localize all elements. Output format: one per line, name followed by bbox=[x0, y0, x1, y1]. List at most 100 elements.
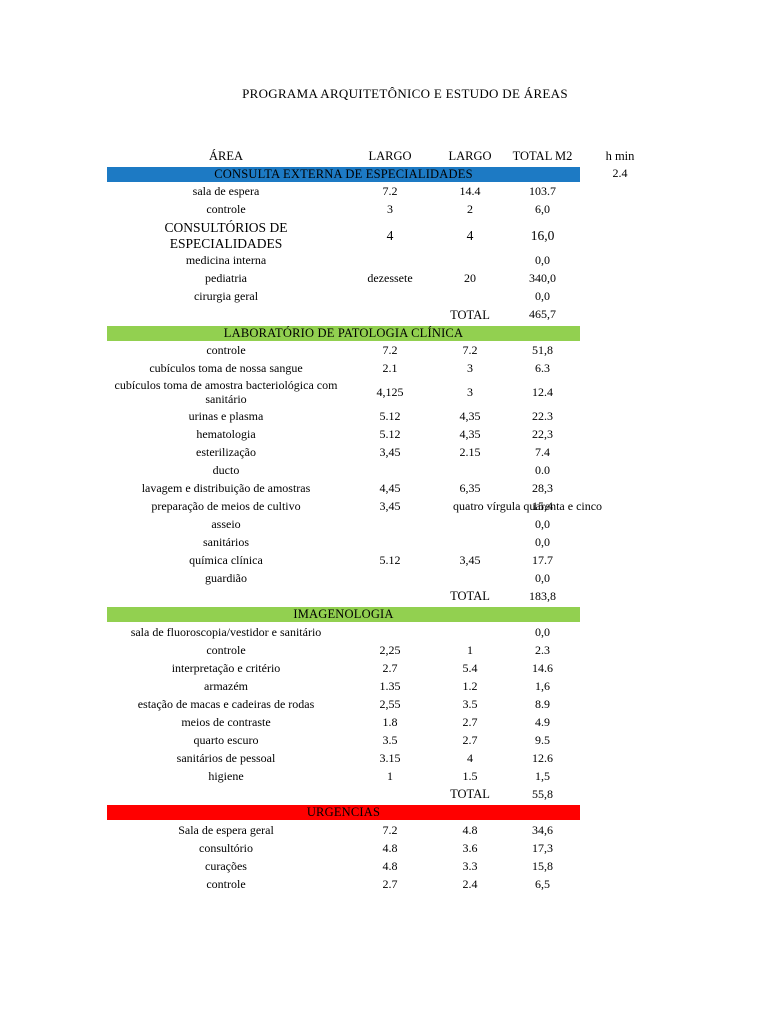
column-header-total-m2: TOTAL M2 bbox=[512, 148, 573, 163]
row-h-min-cell bbox=[580, 462, 660, 480]
row-h-min-cell bbox=[580, 750, 660, 768]
row-largo2-value bbox=[435, 462, 505, 480]
row-area-label: ducto bbox=[212, 462, 240, 477]
row-area-label: armazém bbox=[204, 678, 248, 693]
section-h-min-value: 2.4 bbox=[612, 166, 628, 181]
row-largo1-value: dezessete bbox=[367, 271, 413, 286]
row-total-m2-value: 0,0 bbox=[535, 570, 550, 585]
row-largo2-value: 4.8 bbox=[462, 822, 478, 837]
row-total-m2-value: 1,6 bbox=[535, 678, 550, 693]
row-largo1-value bbox=[345, 252, 435, 270]
row-h-min-cell bbox=[580, 696, 660, 714]
section-total-value: 55,8 bbox=[532, 786, 553, 801]
row-largo2-value: 7.2 bbox=[462, 343, 478, 358]
row-largo1-value bbox=[345, 462, 435, 480]
row-largo1-value: 7.2 bbox=[382, 184, 398, 199]
row-h-min-cell bbox=[580, 201, 660, 219]
row-largo2-value: 2 bbox=[467, 202, 473, 217]
row-largo1-value: 4.8 bbox=[382, 840, 398, 855]
row-largo2-value: 2.7 bbox=[462, 714, 478, 729]
row-largo1-value: 4 bbox=[386, 227, 394, 243]
row-total-m2-value: 14.6 bbox=[532, 660, 553, 675]
row-total-m2-value: 8.9 bbox=[535, 696, 550, 711]
section-header-bar-3: URGENCIAS bbox=[107, 805, 580, 821]
row-largo2-value: 14.4 bbox=[459, 184, 481, 199]
row-area-label: sanitários de pessoal bbox=[176, 750, 276, 765]
column-header-area: ÁREA bbox=[208, 148, 244, 163]
row-area-label: lavagem e distribuição de amostras bbox=[141, 480, 311, 495]
row-h-min-cell bbox=[580, 552, 660, 570]
row-h-min-cell bbox=[580, 660, 660, 678]
row-largo2-value: 3 bbox=[467, 384, 473, 399]
row-largo1-value: 2,25 bbox=[379, 642, 401, 657]
row-largo2-value: 2.7 bbox=[462, 732, 478, 747]
section-header-bar-2: IMAGENOLOGIA bbox=[107, 607, 580, 623]
row-h-min-cell bbox=[580, 840, 660, 858]
row-area-label: interpretação e critério bbox=[171, 660, 281, 675]
row-largo1-value: 2.7 bbox=[382, 876, 398, 891]
section-total-label: TOTAL bbox=[450, 589, 490, 604]
row-h-min-cell bbox=[580, 876, 660, 894]
section-h-min-value bbox=[580, 324, 660, 342]
row-area-label: estação de macas e cadeiras de rodas bbox=[137, 696, 315, 711]
total-row-spacer bbox=[107, 588, 345, 606]
section-header-bar-0: CONSULTA EXTERNA DE ESPECIALIDADES bbox=[107, 166, 580, 182]
section-total-label: TOTAL bbox=[450, 787, 490, 802]
row-h-min-cell bbox=[580, 480, 660, 498]
row-largo1-value: 3 bbox=[387, 202, 393, 217]
row-total-m2-value: 340,0 bbox=[529, 271, 556, 286]
row-largo1-value: 7.2 bbox=[382, 822, 398, 837]
row-largo2-value: 3 bbox=[467, 361, 473, 376]
row-total-m2-value: 51,8 bbox=[532, 343, 553, 358]
column-header-largo2: LARGO bbox=[448, 148, 492, 163]
row-total-m2-value: 2.3 bbox=[535, 642, 550, 657]
row-h-min-cell bbox=[580, 360, 660, 378]
areas-table: ÁREA LARGO LARGO TOTAL M2 h min CONSULTA… bbox=[107, 147, 660, 894]
row-total-m2-value: 0,0 bbox=[535, 289, 550, 304]
row-largo2-value: 4 bbox=[466, 227, 474, 243]
row-largo2-value: 2.15 bbox=[459, 444, 481, 459]
row-total-m2-value: 7.4 bbox=[535, 444, 550, 459]
row-area-label: controle bbox=[206, 202, 246, 217]
row-largo1-value: 1 bbox=[387, 768, 393, 783]
page-title: PROGRAMA ARQUITETÔNICO E ESTUDO DE ÁREAS bbox=[242, 86, 568, 101]
row-h-min-cell bbox=[580, 624, 660, 642]
row-largo2-value: 3.6 bbox=[462, 840, 478, 855]
row-largo2-value bbox=[435, 252, 505, 270]
total-row-spacer bbox=[580, 588, 660, 606]
row-area-label: guardião bbox=[205, 570, 247, 585]
row-h-min-cell bbox=[580, 183, 660, 201]
row-total-m2-value: 1,5 bbox=[535, 768, 550, 783]
row-largo2-value: quatro vírgula quarenta e cinco bbox=[453, 498, 603, 513]
row-area-label: controle bbox=[206, 343, 246, 358]
row-h-min-cell bbox=[580, 642, 660, 660]
total-row-spacer bbox=[345, 306, 435, 324]
row-area-label: sala de fluoroscopia/vestidor e sanitári… bbox=[130, 624, 322, 639]
row-area-label: higiene bbox=[208, 768, 244, 783]
row-h-min-cell bbox=[580, 714, 660, 732]
row-total-m2-value: 15,8 bbox=[532, 858, 553, 873]
row-largo1-value: 5.12 bbox=[379, 552, 401, 567]
row-area-label: quarto escuro bbox=[193, 732, 259, 747]
row-h-min-cell bbox=[580, 732, 660, 750]
row-total-m2-value: 12.6 bbox=[532, 750, 553, 765]
row-area-label: meios de contraste bbox=[181, 714, 271, 729]
row-total-m2-value: 22,3 bbox=[532, 426, 553, 441]
row-h-min-cell bbox=[580, 534, 660, 552]
section-total-value: 465,7 bbox=[529, 307, 556, 322]
row-h-min-cell bbox=[580, 822, 660, 840]
row-largo1-value bbox=[345, 534, 435, 552]
row-h-min-cell bbox=[580, 342, 660, 360]
row-largo1-value bbox=[345, 624, 435, 642]
row-area-label: sanitários bbox=[203, 534, 249, 549]
row-total-m2-value: 6,0 bbox=[535, 202, 550, 217]
row-largo1-value: 1.8 bbox=[382, 714, 398, 729]
row-h-min-cell bbox=[580, 408, 660, 426]
row-largo2-value: 4,35 bbox=[459, 426, 481, 441]
row-largo1-value bbox=[345, 570, 435, 588]
column-header-largo1: LARGO bbox=[368, 148, 412, 163]
row-total-m2-value: 17.7 bbox=[532, 552, 553, 567]
row-area-label: cubículos toma de nossa sangue bbox=[149, 361, 303, 376]
row-largo2-value bbox=[435, 516, 505, 534]
row-h-min-cell bbox=[580, 768, 660, 786]
